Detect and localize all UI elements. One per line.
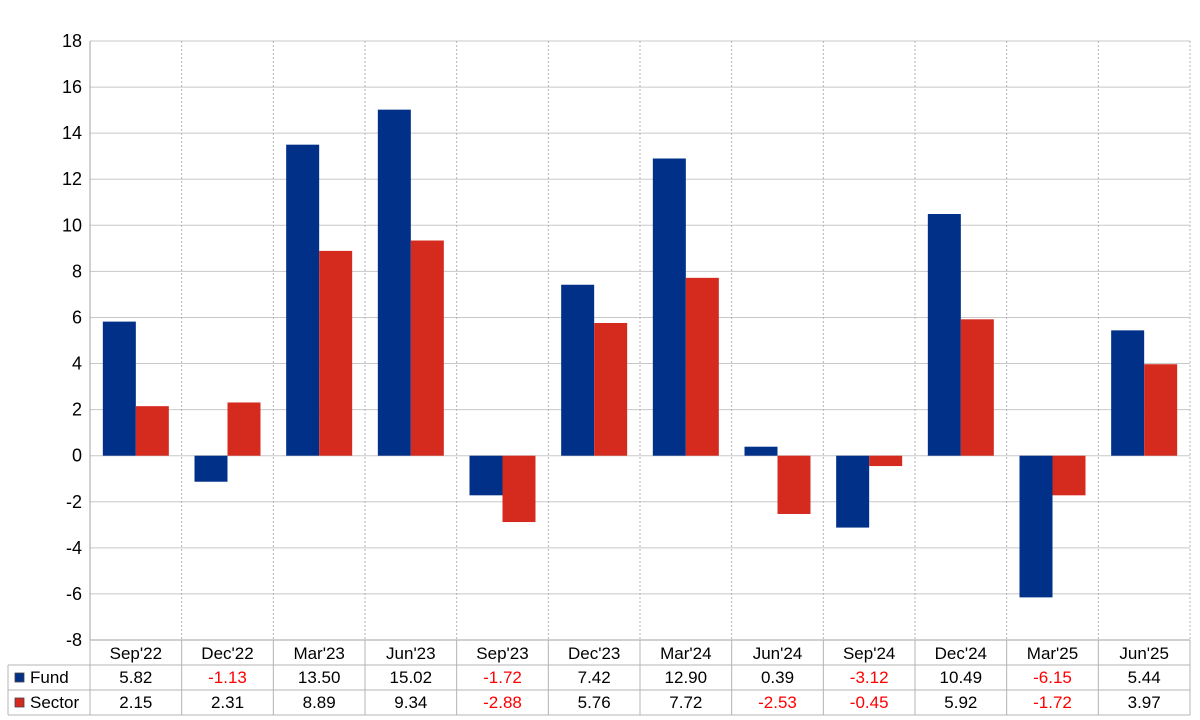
fund-bar [377,109,411,456]
data-label: -2.88 [483,693,522,712]
y-tick-label: -8 [66,630,82,650]
data-table: Sep'22 Dec'22 Mar'23 Jun'23 Sep'23 Dec'23 Mar'… [7,640,1191,716]
y-tick-label: 6 [72,307,82,327]
data-label: 3.97 [1128,693,1161,712]
category-label: Dec'23 [568,644,620,663]
data-label: 15.02 [390,668,433,687]
fund-bar [102,321,136,456]
sector-bar [135,406,169,456]
data-label: 5.92 [944,693,977,712]
sector-bar [319,250,353,456]
data-label: -6.15 [1033,668,1072,687]
y-tick-label: 10 [62,215,82,235]
data-label: 0.39 [761,668,794,687]
fund-bar [561,284,595,456]
fund-bar [1019,455,1053,598]
sector-bar [685,277,719,456]
category-label: Mar'24 [660,644,711,663]
fund-bar [652,158,686,456]
sector-bar [1144,364,1178,456]
fund-bar [744,446,778,456]
fund-bar [194,455,228,482]
bars-layer [102,109,1178,598]
y-tick-label: 4 [72,354,82,374]
fund-bar [286,144,320,456]
data-label: 5.76 [578,693,611,712]
sector-bar [410,240,444,456]
y-tick-label: 14 [62,123,82,143]
fund-bar [836,455,870,528]
data-label: 2.15 [119,693,152,712]
y-tick-label: 8 [72,261,82,281]
category-label: Sep'23 [476,644,528,663]
data-label: 12.90 [665,668,708,687]
y-tick-label: 16 [62,77,82,97]
data-label: -1.72 [483,668,522,687]
legend-swatch [14,697,25,708]
data-label: 5.82 [119,668,152,687]
data-label: 7.42 [578,668,611,687]
category-label: Sep'24 [843,644,895,663]
sector-bar [1052,455,1086,496]
y-tick-label: -6 [66,584,82,604]
sector-bar [777,455,811,514]
category-label: Jun'24 [753,644,803,663]
data-label: 10.49 [940,668,983,687]
legend-label: Sector [30,693,79,712]
category-label: Jun'25 [1119,644,1169,663]
category-label: Mar'23 [293,644,344,663]
data-label: -2.53 [758,693,797,712]
sector-bar [960,319,994,456]
data-label: -1.72 [1033,693,1072,712]
sector-bar [227,402,261,456]
y-tick-label: 12 [62,169,82,189]
data-label: -3.12 [850,668,889,687]
sector-bar [502,455,536,523]
fund-bar [469,455,503,496]
sector-bar [594,322,628,456]
y-tick-label: -2 [66,492,82,512]
sector-bar [869,455,903,467]
y-tick-label: 2 [72,400,82,420]
data-label: -1.13 [208,668,247,687]
data-label: 13.50 [298,668,341,687]
y-tick-label: 18 [62,31,82,51]
fund-bar [927,214,961,456]
legend-label: Fund [30,668,69,687]
data-label: 2.31 [211,693,244,712]
data-label: 8.89 [303,693,336,712]
category-label: Mar'25 [1027,644,1078,663]
category-label: Dec'22 [201,644,253,663]
data-label: 7.72 [669,693,702,712]
data-label: 5.44 [1128,668,1161,687]
data-label: 9.34 [394,693,427,712]
category-label: Dec'24 [935,644,987,663]
y-tick-label: 0 [72,446,82,466]
category-label: Jun'23 [386,644,436,663]
y-tick-label: -4 [66,538,82,558]
category-label: Sep'22 [110,644,162,663]
legend-swatch [14,672,25,683]
data-label: -0.45 [850,693,889,712]
fund-bar [1111,330,1145,456]
